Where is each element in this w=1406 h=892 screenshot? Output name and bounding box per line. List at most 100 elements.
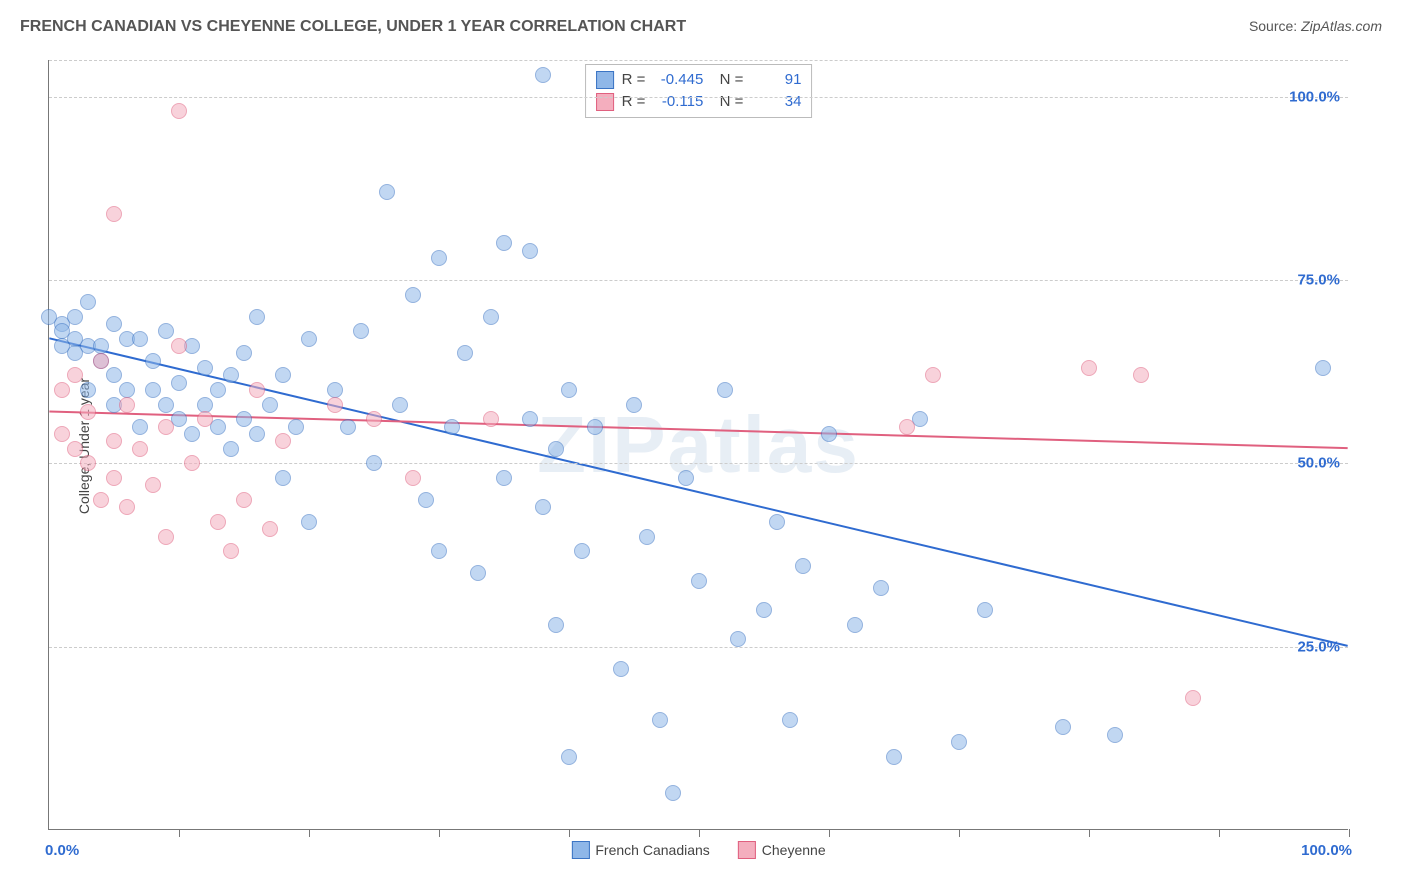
data-point bbox=[93, 338, 109, 354]
data-point bbox=[119, 397, 135, 413]
data-point bbox=[756, 602, 772, 618]
data-point bbox=[496, 470, 512, 486]
data-point bbox=[262, 397, 278, 413]
x-tick bbox=[699, 829, 700, 837]
data-point bbox=[1133, 367, 1149, 383]
data-point bbox=[1107, 727, 1123, 743]
data-point bbox=[353, 323, 369, 339]
x-origin-label: 0.0% bbox=[45, 842, 79, 859]
data-point bbox=[1315, 360, 1331, 376]
x-max-label: 100.0% bbox=[1301, 842, 1352, 859]
stat-r-label: R = bbox=[622, 69, 646, 91]
y-tick-label: 75.0% bbox=[1297, 272, 1340, 289]
stat-n-label: N = bbox=[711, 91, 743, 113]
data-point bbox=[67, 309, 83, 325]
data-point bbox=[717, 382, 733, 398]
data-point bbox=[301, 514, 317, 530]
source-label: Source: bbox=[1249, 18, 1297, 34]
data-point bbox=[145, 477, 161, 493]
data-point bbox=[444, 419, 460, 435]
data-point bbox=[80, 404, 96, 420]
data-point bbox=[795, 558, 811, 574]
data-point bbox=[223, 367, 239, 383]
data-point bbox=[236, 492, 252, 508]
data-point bbox=[223, 543, 239, 559]
data-point bbox=[691, 573, 707, 589]
data-point bbox=[522, 243, 538, 259]
data-point bbox=[106, 206, 122, 222]
x-tick bbox=[1349, 829, 1350, 837]
data-point bbox=[431, 543, 447, 559]
data-point bbox=[626, 397, 642, 413]
data-point bbox=[158, 323, 174, 339]
data-point bbox=[561, 382, 577, 398]
data-point bbox=[93, 353, 109, 369]
data-point bbox=[431, 250, 447, 266]
data-point bbox=[483, 411, 499, 427]
data-point bbox=[951, 734, 967, 750]
data-point bbox=[145, 382, 161, 398]
legend-label: French Canadians bbox=[595, 842, 709, 858]
x-tick bbox=[309, 829, 310, 837]
chart-container: FRENCH CANADIAN VS CHEYENNE COLLEGE, UND… bbox=[0, 0, 1406, 892]
data-point bbox=[535, 499, 551, 515]
source-value: ZipAtlas.com bbox=[1301, 18, 1382, 34]
x-tick bbox=[959, 829, 960, 837]
y-tick-label: 50.0% bbox=[1297, 455, 1340, 472]
data-point bbox=[925, 367, 941, 383]
data-point bbox=[899, 419, 915, 435]
data-point bbox=[1185, 690, 1201, 706]
data-point bbox=[678, 470, 694, 486]
data-point bbox=[587, 419, 603, 435]
trend-lines bbox=[49, 60, 1348, 829]
data-point bbox=[80, 294, 96, 310]
legend-label: Cheyenne bbox=[762, 842, 826, 858]
stat-r-label: R = bbox=[622, 91, 646, 113]
data-point bbox=[275, 470, 291, 486]
data-point bbox=[67, 441, 83, 457]
x-tick bbox=[179, 829, 180, 837]
data-point bbox=[210, 514, 226, 530]
data-point bbox=[301, 331, 317, 347]
legend-item: French Canadians bbox=[571, 841, 709, 859]
x-tick bbox=[829, 829, 830, 837]
data-point bbox=[522, 411, 538, 427]
chart-source: Source: ZipAtlas.com bbox=[1249, 18, 1382, 34]
data-point bbox=[184, 426, 200, 442]
data-point bbox=[158, 419, 174, 435]
data-point bbox=[405, 470, 421, 486]
data-point bbox=[158, 397, 174, 413]
data-point bbox=[171, 103, 187, 119]
data-point bbox=[119, 382, 135, 398]
data-point bbox=[67, 367, 83, 383]
data-point bbox=[106, 367, 122, 383]
data-point bbox=[158, 529, 174, 545]
data-point bbox=[470, 565, 486, 581]
data-point bbox=[821, 426, 837, 442]
data-point bbox=[223, 441, 239, 457]
data-point bbox=[288, 419, 304, 435]
data-point bbox=[730, 631, 746, 647]
data-point bbox=[574, 543, 590, 559]
data-point bbox=[184, 455, 200, 471]
data-point bbox=[210, 382, 226, 398]
data-point bbox=[106, 316, 122, 332]
data-point bbox=[132, 331, 148, 347]
data-point bbox=[119, 499, 135, 515]
stat-n-value: 34 bbox=[751, 91, 801, 113]
data-point bbox=[379, 184, 395, 200]
legend-stats-row: R =-0.445 N =91 bbox=[596, 69, 802, 91]
data-point bbox=[496, 235, 512, 251]
data-point bbox=[54, 426, 70, 442]
data-point bbox=[561, 749, 577, 765]
data-point bbox=[782, 712, 798, 728]
data-point bbox=[327, 397, 343, 413]
gridline bbox=[49, 60, 1348, 61]
legend-stats-row: R =-0.115 N =34 bbox=[596, 91, 802, 113]
data-point bbox=[249, 382, 265, 398]
data-point bbox=[171, 338, 187, 354]
data-point bbox=[327, 382, 343, 398]
data-point bbox=[171, 375, 187, 391]
data-point bbox=[613, 661, 629, 677]
data-point bbox=[366, 455, 382, 471]
